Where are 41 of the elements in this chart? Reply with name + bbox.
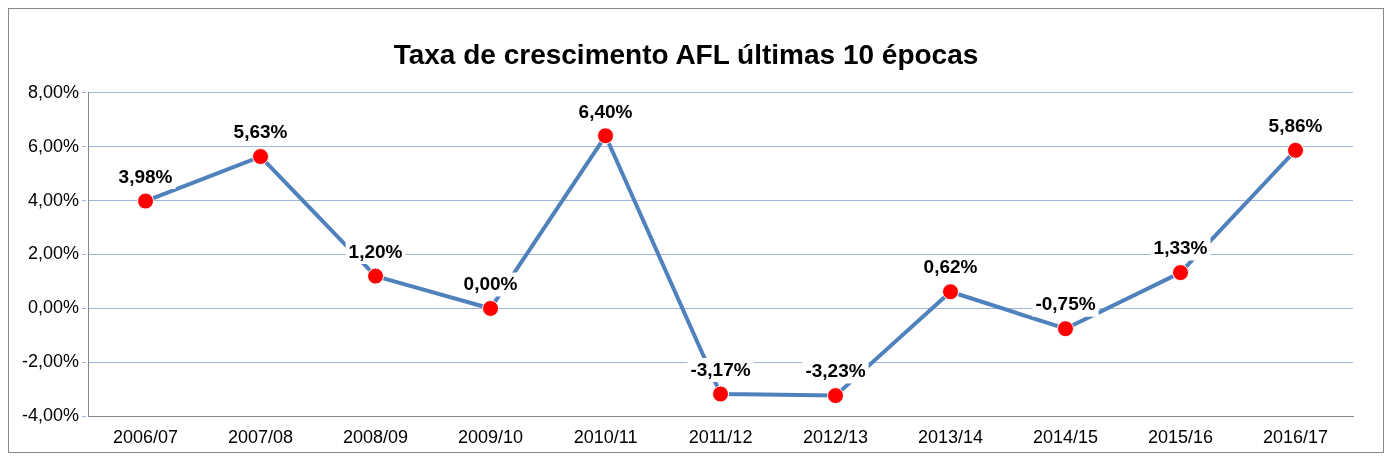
- point: [1287, 141, 1304, 159]
- point: [827, 387, 845, 405]
- data-label: 0,62%: [923, 256, 978, 278]
- x-tick-label: 2010/11: [573, 427, 638, 448]
- point: [367, 267, 385, 285]
- x-tick-label: 2012/13: [802, 427, 869, 448]
- x-tick-label: 2013/14: [917, 427, 984, 448]
- y-tick-label: 4,00%: [27, 189, 80, 210]
- x-tick-label: 2015/16: [1147, 427, 1214, 448]
- data-label: 1,20%: [348, 240, 403, 262]
- point: [1172, 264, 1189, 282]
- y-tick-label: -2,00%: [21, 351, 80, 372]
- y-tick-label: 2,00%: [27, 243, 80, 264]
- point: [1057, 320, 1075, 338]
- point: [712, 385, 730, 403]
- point: [252, 148, 270, 166]
- x-tick-label: 2008/09: [342, 427, 409, 448]
- point: [597, 127, 615, 145]
- data-label: 0,00%: [463, 273, 518, 295]
- data-label: 3,98%: [118, 165, 173, 187]
- data-label: -3,17%: [690, 358, 751, 380]
- data-label: 5,63%: [233, 121, 288, 143]
- x-tick-label: 2009/10: [457, 427, 524, 448]
- x-tick-label: 2007/08: [227, 427, 294, 448]
- data-label: 6,40%: [578, 100, 633, 122]
- x-tick-label: 2006/07: [112, 427, 179, 448]
- x-tick-label: 2011/12: [688, 427, 753, 448]
- y-tick-label: 8,00%: [27, 81, 80, 102]
- data-label: 1,33%: [1153, 237, 1208, 259]
- x-tick-label: 2016/17: [1262, 427, 1329, 448]
- data-label: -3,23%: [805, 360, 866, 382]
- data-label: 5,86%: [1268, 115, 1323, 137]
- y-tick-label: 6,00%: [27, 135, 80, 156]
- chart-title: Taxa de crescimento AFL últimas 10 épocas: [393, 38, 979, 70]
- point: [482, 299, 500, 317]
- y-tick-label: 0,00%: [27, 297, 80, 318]
- x-tick-label: 2014/15: [1032, 427, 1099, 448]
- y-tick-label: -4,00%: [21, 405, 80, 426]
- point: [137, 192, 155, 210]
- data-label: -0,75%: [1035, 293, 1096, 315]
- point: [942, 283, 960, 301]
